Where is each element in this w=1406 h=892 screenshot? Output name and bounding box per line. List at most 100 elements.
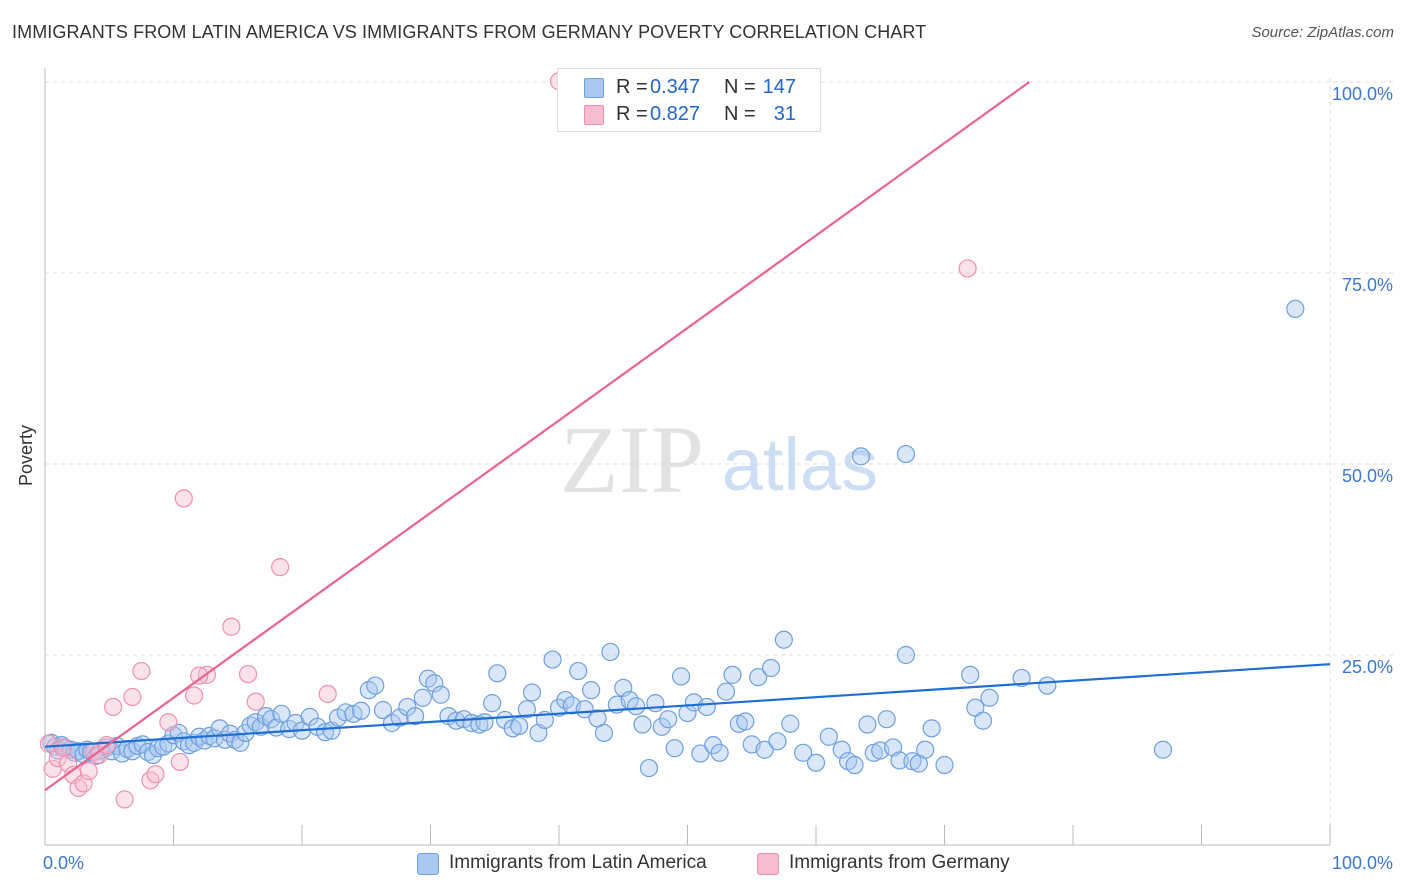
data-point-latin-america	[832, 740, 851, 759]
legend-r-label: R =	[616, 76, 648, 98]
data-point-latin-america	[398, 697, 417, 717]
trend-lines	[44, 81, 1331, 792]
data-point-latin-america	[582, 681, 601, 700]
legend-n-label: N =	[724, 76, 756, 98]
data-point-germany	[89, 745, 109, 765]
data-point-latin-america	[431, 685, 450, 704]
data-point-latin-america	[749, 668, 768, 687]
data-point-latin-america	[736, 712, 755, 731]
data-point-latin-america	[973, 711, 993, 730]
data-point-latin-america	[665, 739, 684, 758]
data-point-germany	[132, 661, 151, 681]
data-point-latin-america	[697, 697, 716, 717]
data-point-germany	[159, 713, 178, 732]
y-tick-label: 50.0%	[1342, 466, 1393, 486]
data-point-germany	[104, 697, 123, 717]
source-credit: Source: ZipAtlas.com	[1251, 24, 1394, 41]
data-point-latin-america	[373, 700, 393, 720]
data-point-latin-america	[522, 683, 542, 702]
y-tick-label: 100.0%	[1332, 84, 1393, 104]
data-point-latin-america	[659, 710, 678, 729]
data-point-latin-america	[517, 700, 536, 719]
data-point-germany	[271, 558, 290, 577]
data-point-latin-america	[858, 715, 877, 734]
x-tick-label: 0.0%	[43, 853, 84, 873]
data-point-latin-america	[633, 715, 652, 734]
data-point-latin-america	[626, 697, 646, 716]
data-point-latin-america	[1153, 740, 1173, 759]
data-point-latin-america	[336, 703, 355, 722]
data-point-latin-america	[123, 742, 142, 761]
data-point-germany	[238, 664, 258, 684]
data-point-latin-america	[768, 732, 787, 751]
data-point-germany	[246, 692, 265, 711]
data-point-latin-america	[543, 650, 562, 669]
data-point-germany	[59, 754, 78, 773]
legend-n-value: 147	[762, 76, 796, 98]
data-point-latin-america	[961, 665, 980, 684]
data-point-latin-america	[251, 717, 270, 736]
tick-labels: 25.0% 50.0% 75.0% 100.0% 0.0% 100.0%	[43, 84, 1393, 873]
data-point-latin-america	[1012, 668, 1031, 688]
data-point-latin-america	[488, 664, 507, 683]
data-point-latin-america	[575, 700, 594, 719]
chart-title: IMMIGRANTS FROM LATIN AMERICA VS IMMIGRA…	[12, 22, 927, 42]
data-point-germany	[170, 752, 190, 772]
data-point-latin-america	[710, 743, 729, 762]
data-point-latin-america	[366, 676, 385, 695]
data-point-latin-america	[69, 742, 88, 761]
data-point-latin-america	[851, 447, 871, 466]
data-point-latin-america	[845, 755, 864, 775]
data-point-latin-america	[755, 740, 774, 759]
data-point-latin-america	[922, 719, 941, 738]
data-point-latin-america	[475, 713, 494, 732]
legend-swatch-pink	[584, 105, 604, 125]
legend-n-label: N =	[724, 103, 756, 125]
data-point-latin-america	[794, 743, 813, 762]
data-point-latin-america	[272, 704, 291, 723]
data-point-germany	[39, 734, 58, 753]
data-point-latin-america	[671, 667, 691, 686]
data-point-latin-america	[405, 707, 425, 726]
series-latin-america-points	[42, 299, 1305, 778]
data-point-latin-america	[806, 753, 826, 772]
data-point-latin-america	[877, 710, 896, 729]
data-point-germany	[146, 765, 165, 784]
data-point-germany	[958, 259, 977, 278]
data-point-latin-america	[352, 701, 371, 720]
data-point-latin-america	[890, 751, 909, 770]
data-point-latin-america	[781, 714, 800, 733]
watermark-zip: ZIP	[560, 406, 704, 513]
data-point-germany	[123, 687, 142, 707]
y-tick-label: 25.0%	[1342, 657, 1393, 677]
data-point-germany	[115, 790, 134, 809]
data-point-latin-america	[652, 717, 671, 736]
data-point-latin-america	[774, 630, 793, 649]
data-point-latin-america	[639, 758, 659, 778]
legend-swatch-pink	[757, 853, 779, 875]
data-point-latin-america	[896, 645, 916, 665]
legend-swatch-blue	[417, 853, 439, 875]
stats-legend: R = 0.347 N = 147 R = 0.827 N = 31	[557, 68, 821, 132]
data-point-germany	[318, 684, 337, 704]
data-point-latin-america	[1286, 299, 1305, 319]
data-point-latin-america	[210, 719, 229, 738]
data-point-latin-america	[594, 723, 614, 743]
data-point-latin-america	[569, 661, 588, 681]
series-germany-points	[39, 72, 977, 809]
axes	[44, 68, 1331, 846]
trend-line-latin-america	[44, 663, 1331, 748]
data-point-germany	[184, 686, 204, 705]
legend-n-value: 31	[773, 103, 796, 125]
data-point-latin-america	[256, 707, 276, 726]
data-point-latin-america	[510, 716, 529, 736]
data-point-germany	[53, 738, 73, 757]
legend-label: Immigrants from Germany	[789, 852, 1010, 873]
watermark-atlas: atlas	[722, 423, 878, 506]
legend-row-latin-america: R = 0.347 N = 147	[558, 74, 820, 100]
data-point-latin-america	[300, 707, 319, 726]
data-point-latin-america	[483, 694, 502, 713]
series-legend: Immigrants from Latin America Immigrants…	[0, 851, 1406, 877]
data-point-latin-america	[601, 642, 620, 662]
